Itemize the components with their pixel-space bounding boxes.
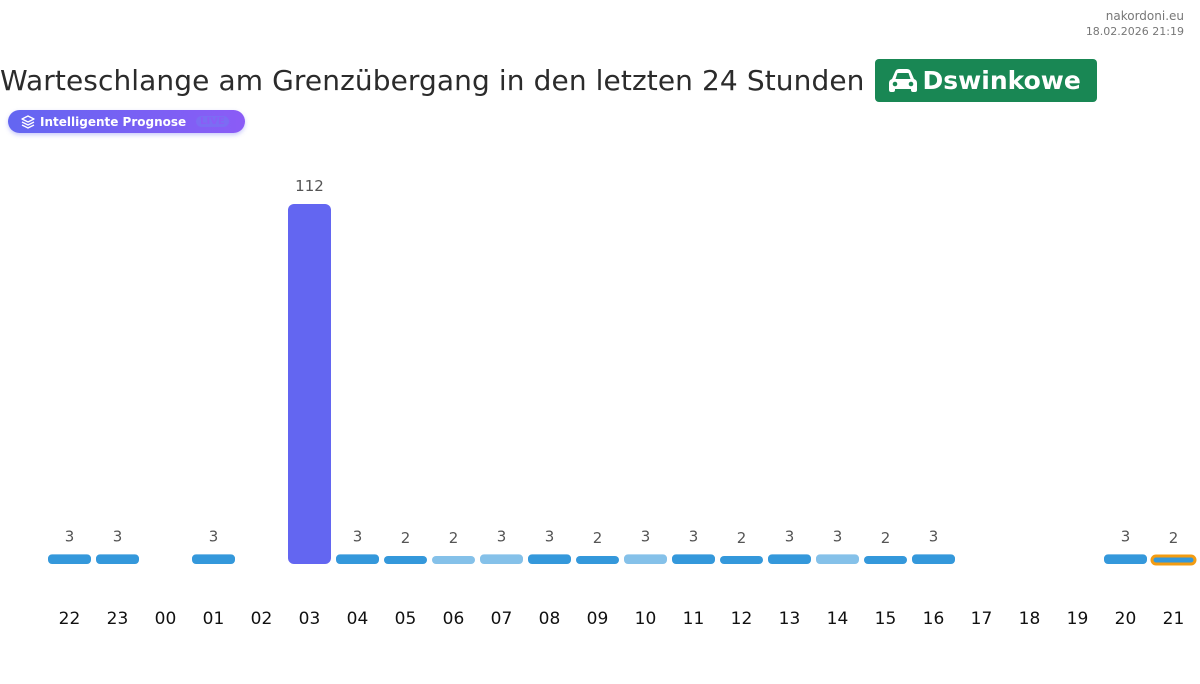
- site-name: nakordoni.eu: [1105, 9, 1184, 23]
- data-label-09: 2: [593, 529, 603, 547]
- data-label-15: 2: [881, 529, 891, 547]
- bar-hour-20[interactable]: [1104, 554, 1147, 564]
- x-tick-label-04: 04: [347, 609, 369, 629]
- bar-hour-12[interactable]: [720, 556, 763, 564]
- data-label-22: 3: [65, 527, 75, 545]
- data-label-07: 3: [497, 527, 507, 545]
- bar-hour-10[interactable]: [624, 554, 667, 564]
- x-tick-label-18: 18: [1019, 609, 1041, 629]
- bar-hour-21[interactable]: [1150, 554, 1197, 566]
- border-crossing-name: Dswinkowe: [922, 66, 1081, 95]
- bar-hour-06[interactable]: [432, 556, 475, 564]
- x-tick-label-23: 23: [107, 609, 129, 629]
- data-label-04: 3: [353, 527, 363, 545]
- bar-hour-13[interactable]: [768, 554, 811, 564]
- x-tick-label-14: 14: [827, 609, 849, 629]
- x-tick-label-21: 21: [1163, 609, 1185, 629]
- bar-hour-16[interactable]: [912, 554, 955, 564]
- data-label-14: 3: [833, 527, 843, 545]
- bar-hour-03[interactable]: [288, 204, 331, 564]
- x-tick-label-06: 06: [443, 609, 465, 629]
- bar-hour-05[interactable]: [384, 556, 427, 564]
- data-label-12: 2: [737, 529, 747, 547]
- data-label-06: 2: [449, 529, 459, 547]
- data-label-16: 3: [929, 527, 939, 545]
- bar-hour-08[interactable]: [528, 554, 571, 564]
- x-tick-label-20: 20: [1115, 609, 1137, 629]
- data-label-03: 112: [295, 177, 324, 195]
- car-icon: [888, 68, 917, 92]
- bar-hour-07[interactable]: [480, 554, 523, 564]
- x-tick-label-00: 00: [155, 609, 177, 629]
- x-tick-label-02: 02: [251, 609, 273, 629]
- x-tick-label-07: 07: [491, 609, 513, 629]
- x-tick-label-19: 19: [1067, 609, 1089, 629]
- bar-hour-04[interactable]: [336, 554, 379, 564]
- page-title: Warteschlange am Grenzübergang in den le…: [0, 64, 865, 97]
- smart-forecast-tag: LIVE: [196, 116, 229, 127]
- brand-block: nakordoni.eu 18.02.2026 21:19: [1086, 9, 1184, 39]
- data-label-11: 3: [689, 527, 699, 545]
- data-label-21: 2: [1169, 529, 1179, 547]
- bar-hour-22[interactable]: [48, 554, 91, 564]
- bar-hour-23[interactable]: [96, 554, 139, 564]
- data-label-20: 3: [1121, 527, 1131, 545]
- x-tick-label-13: 13: [779, 609, 801, 629]
- timestamp: 18.02.2026 21:19: [1085, 25, 1184, 38]
- x-tick-label-16: 16: [923, 609, 945, 629]
- data-label-08: 3: [545, 527, 555, 545]
- data-label-13: 3: [785, 527, 795, 545]
- x-tick-label-01: 01: [203, 609, 225, 629]
- layers-icon: [21, 114, 35, 129]
- header: Warteschlange am Grenzübergang in den le…: [0, 59, 1097, 102]
- x-tick-label-05: 05: [395, 609, 417, 629]
- smart-forecast-label: Intelligente Prognose: [40, 114, 187, 129]
- x-tick-label-08: 08: [539, 609, 561, 629]
- bar-hour-01[interactable]: [192, 554, 235, 564]
- x-tick-label-10: 10: [635, 609, 657, 629]
- x-tick-label-09: 09: [587, 609, 609, 629]
- data-label-23: 3: [113, 527, 123, 545]
- bar-hour-15[interactable]: [864, 556, 907, 564]
- bar-hour-09[interactable]: [576, 556, 619, 564]
- x-tick-label-15: 15: [875, 609, 897, 629]
- bar-hour-11[interactable]: [672, 554, 715, 564]
- x-tick-label-11: 11: [683, 609, 705, 629]
- bar-hour-14[interactable]: [816, 554, 859, 564]
- x-tick-label-03: 03: [299, 609, 321, 629]
- x-tick-label-12: 12: [731, 609, 753, 629]
- data-label-01: 3: [209, 527, 219, 545]
- x-tick-label-17: 17: [971, 609, 993, 629]
- border-crossing-badge: Dswinkowe: [874, 59, 1097, 102]
- smart-forecast-button[interactable]: Intelligente Prognose LIVE: [8, 110, 245, 133]
- data-label-05: 2: [401, 529, 411, 547]
- x-tick-label-22: 22: [59, 609, 81, 629]
- data-label-10: 3: [641, 527, 651, 545]
